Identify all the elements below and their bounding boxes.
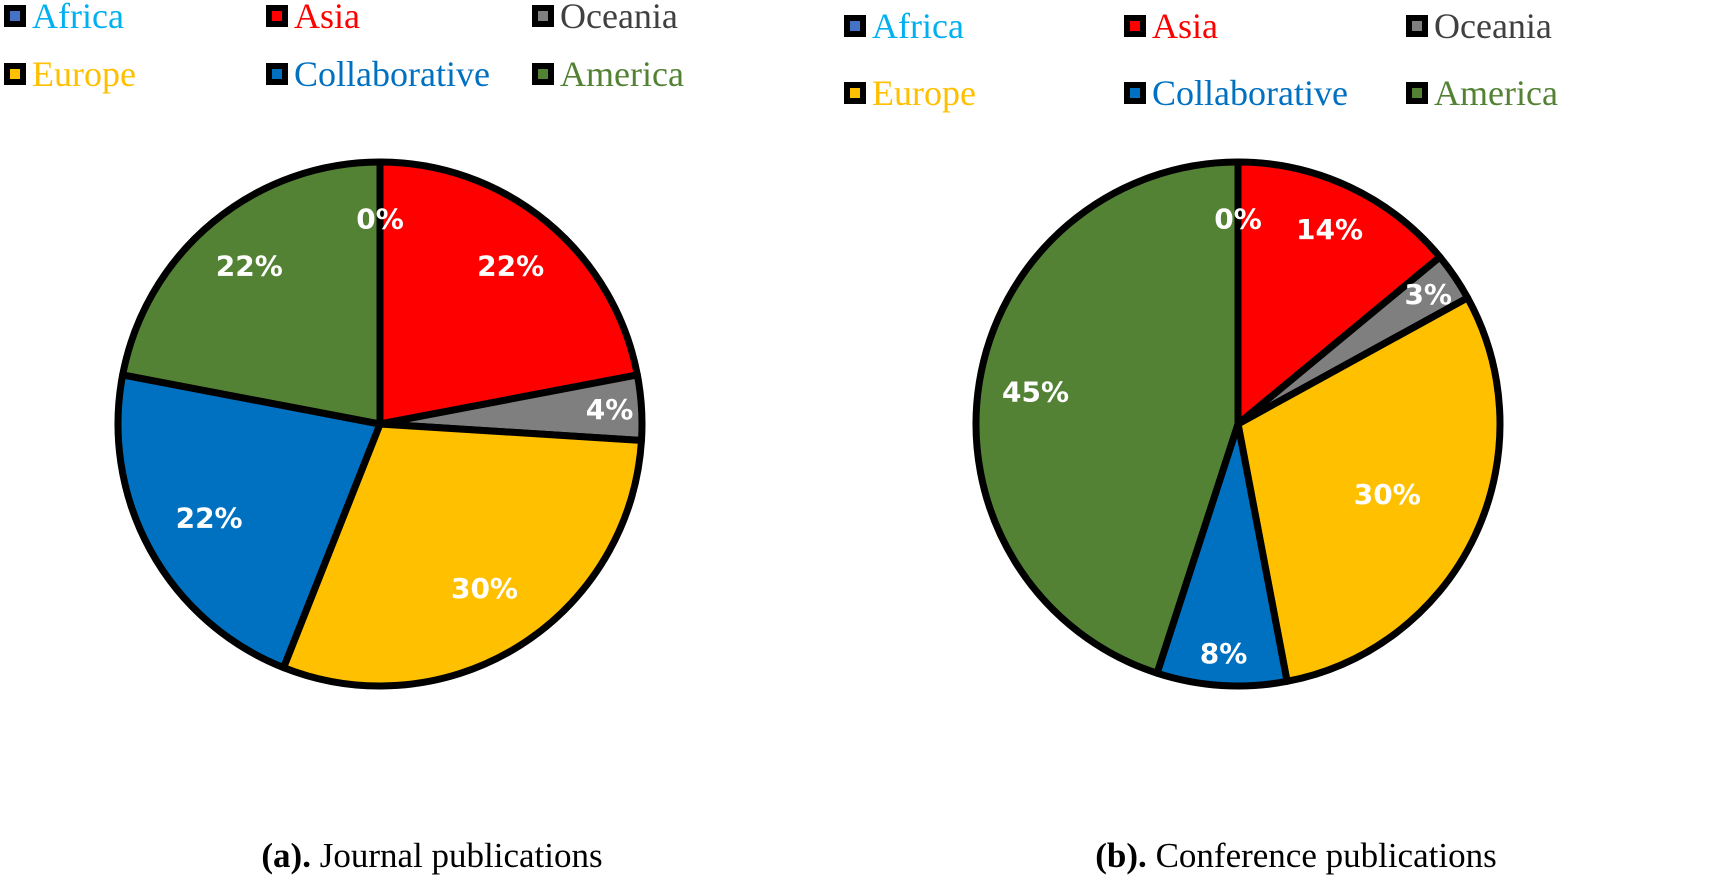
legend-label: Oceania bbox=[560, 0, 678, 36]
data-label-africa: 0% bbox=[356, 203, 404, 236]
legend-swatch bbox=[532, 5, 554, 27]
legend-item-africa: Africa bbox=[4, 0, 124, 36]
legend-label: Europe bbox=[872, 73, 976, 113]
data-label-asia: 14% bbox=[1296, 213, 1363, 246]
legend-item-america: America bbox=[532, 54, 684, 94]
legend-label: Asia bbox=[1152, 6, 1218, 46]
data-label-oceania: 3% bbox=[1404, 278, 1452, 311]
legend-swatch bbox=[4, 5, 26, 27]
legend-label: Collaborative bbox=[294, 54, 490, 94]
pie-slice-europe bbox=[1234, 294, 1504, 685]
legend-swatch bbox=[266, 63, 288, 85]
data-label-europe: 30% bbox=[451, 572, 518, 605]
legend-item-asia: Asia bbox=[266, 0, 360, 36]
pie-slice-collaborative bbox=[114, 371, 384, 672]
caption-label: (a). bbox=[261, 836, 311, 875]
data-label-collaborative: 22% bbox=[176, 501, 243, 534]
legend-item-collaborative: Collaborative bbox=[266, 54, 490, 94]
legend-item-europe: Europe bbox=[844, 73, 976, 113]
legend-swatch bbox=[844, 82, 866, 104]
journal-pie-chart: 0% 22% 4% 30% 22% 22% bbox=[114, 158, 646, 690]
conference-publications-panel: Africa Asia Oceania Europe Collaborative Amer… bbox=[844, 0, 1728, 883]
legend-swatch bbox=[1406, 82, 1428, 104]
legend-swatch bbox=[532, 63, 554, 85]
legend-label: Oceania bbox=[1434, 6, 1552, 46]
caption-label: (b). bbox=[1095, 836, 1147, 875]
legend-swatch bbox=[1124, 15, 1146, 37]
legend-item-oceania: Oceania bbox=[1406, 6, 1552, 46]
journal-publications-panel: Africa Asia Oceania Europe Collaborative Amer… bbox=[0, 0, 864, 883]
data-label-europe: 30% bbox=[1354, 478, 1421, 511]
legend-item-africa: Africa bbox=[844, 6, 964, 46]
legend-label: America bbox=[560, 54, 684, 94]
caption-text: Conference publications bbox=[1146, 836, 1497, 875]
data-label-collaborative: 8% bbox=[1200, 637, 1248, 670]
pie-slice-america bbox=[119, 158, 384, 428]
legend-swatch bbox=[266, 5, 288, 27]
pie-slice-europe bbox=[280, 420, 645, 690]
legend-label: Africa bbox=[32, 0, 124, 36]
legend-label: Africa bbox=[872, 6, 964, 46]
pie-slice-collaborative bbox=[1153, 420, 1291, 690]
conference-pie-chart: 0% 14% 3% 30% 8% 45% bbox=[972, 158, 1504, 690]
legend-swatch bbox=[844, 15, 866, 37]
legend: Africa Asia Oceania Europe Collaborative Amer… bbox=[844, 0, 1728, 130]
data-label-africa: 0% bbox=[1214, 203, 1262, 236]
caption-text: Journal publications bbox=[310, 836, 603, 875]
journal-caption: (a). Journal publications bbox=[0, 836, 864, 876]
legend-item-america: America bbox=[1406, 73, 1558, 113]
legend-item-europe: Europe bbox=[4, 54, 136, 94]
data-label-america: 22% bbox=[216, 250, 283, 283]
legend-item-collaborative: Collaborative bbox=[1124, 73, 1348, 113]
data-label-asia: 22% bbox=[477, 250, 544, 283]
legend-swatch bbox=[1124, 82, 1146, 104]
legend-swatch bbox=[1406, 15, 1428, 37]
pie-slice-asia bbox=[1234, 158, 1444, 428]
legend-label: Europe bbox=[32, 54, 136, 94]
legend-label: Collaborative bbox=[1152, 73, 1348, 113]
conference-caption: (b). Conference publications bbox=[864, 836, 1728, 876]
data-label-oceania: 4% bbox=[586, 393, 634, 426]
legend: Africa Asia Oceania Europe Collaborative Amer… bbox=[0, 0, 864, 130]
pie-slice-america bbox=[972, 158, 1242, 677]
data-label-america: 45% bbox=[1002, 375, 1069, 408]
legend-label: Asia bbox=[294, 0, 360, 36]
legend-swatch bbox=[4, 63, 26, 85]
pie-slice-asia bbox=[376, 158, 641, 428]
legend-item-asia: Asia bbox=[1124, 6, 1218, 46]
legend-label: America bbox=[1434, 73, 1558, 113]
legend-item-oceania: Oceania bbox=[532, 0, 678, 36]
